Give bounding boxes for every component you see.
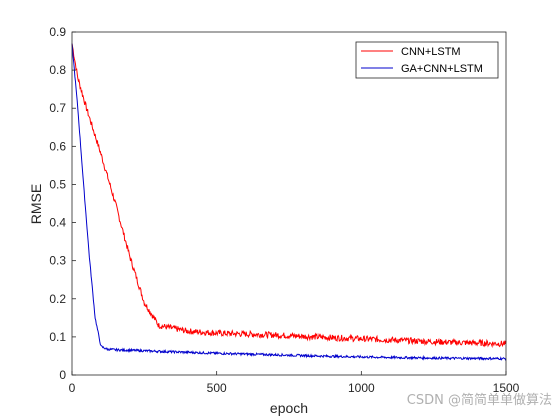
y-tick-label: 0.5 — [49, 177, 66, 191]
y-tick-label: 0.6 — [49, 139, 66, 153]
x-axis-label: epoch — [270, 400, 308, 416]
x-tick-label: 1500 — [493, 381, 520, 395]
series-layer — [71, 43, 507, 361]
y-tick-label: 0.9 — [49, 25, 66, 39]
legend-label-cnn-lstm: CNN+LSTM — [401, 46, 461, 58]
y-tick-label: 0.3 — [49, 254, 66, 268]
y-tick-label: 0.1 — [49, 330, 66, 344]
legend-label-ga-cnn-lstm: GA+CNN+LSTM — [401, 63, 483, 75]
plot-area — [72, 32, 506, 375]
ticks-layer: 0 500 1000 1500 0 0.1 0.2 0.3 0.4 0.5 0.6 0.7 0.8 0.9 — [49, 25, 519, 395]
y-tick-label: 0.8 — [49, 63, 66, 77]
axes-box — [71, 31, 507, 376]
y-tick-label: 0.4 — [49, 216, 66, 230]
y-axis-label: RMSE — [28, 184, 44, 224]
y-tick-label: 0.7 — [49, 101, 66, 115]
x-tick-label: 0 — [69, 381, 76, 395]
legend: CNN+LSTM GA+CNN+LSTM — [355, 41, 499, 79]
y-tick-label: 0 — [59, 368, 66, 382]
series-line-cnn-lstm — [71, 43, 507, 349]
series-line-ga-cnn-lstm — [71, 43, 507, 361]
watermark-text: CSDN @简简单单做算法 — [407, 392, 552, 408]
x-tick-label: 1000 — [348, 381, 375, 395]
legend-box — [355, 41, 499, 79]
y-tick-label: 0.2 — [49, 292, 66, 306]
x-tick-label: 500 — [207, 381, 227, 395]
